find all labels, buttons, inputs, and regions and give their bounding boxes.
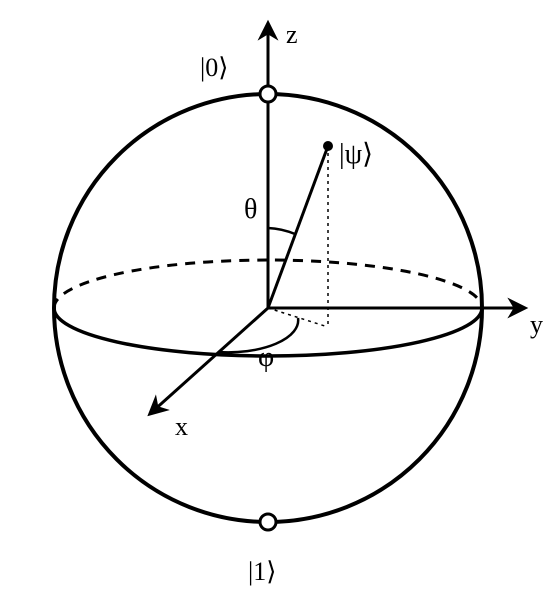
bloch-sphere-diagram: z y x |0⟩ |1⟩ |ψ⟩ θ φ [0, 0, 550, 597]
phi-label: φ [258, 342, 274, 373]
theta-label: θ [244, 194, 257, 225]
psi-label: |ψ⟩ [339, 139, 373, 170]
north-pole-marker [260, 86, 276, 102]
x-axis-label: x [175, 412, 188, 441]
psi-vector [268, 146, 328, 308]
ket-zero-label: |0⟩ [200, 53, 228, 82]
psi-tip-dot [323, 141, 333, 151]
y-axis-label: y [530, 310, 543, 339]
z-axis-label: z [286, 20, 298, 49]
x-axis [152, 308, 268, 412]
ket-one-label: |1⟩ [248, 557, 276, 586]
theta-arc [268, 228, 295, 234]
south-pole-marker [260, 514, 276, 530]
